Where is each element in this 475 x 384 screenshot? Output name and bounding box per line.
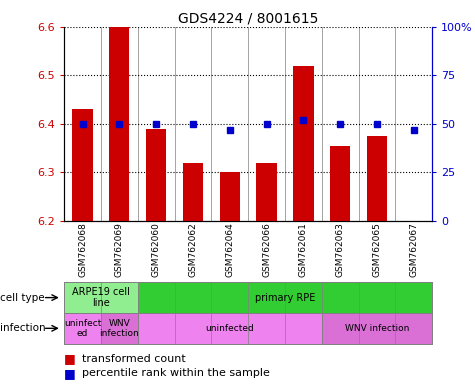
Text: uninfected: uninfected [205, 324, 254, 333]
Text: percentile rank within the sample: percentile rank within the sample [82, 368, 270, 378]
Title: GDS4224 / 8001615: GDS4224 / 8001615 [178, 12, 318, 26]
Text: primary RPE: primary RPE [255, 293, 315, 303]
Text: uninfect
ed: uninfect ed [64, 319, 101, 338]
Text: ■: ■ [64, 367, 76, 380]
Bar [256, 163, 277, 221]
Text: ARPE19 cell
line: ARPE19 cell line [72, 287, 130, 308]
Text: ■: ■ [64, 353, 76, 366]
Text: WNV
infection: WNV infection [99, 319, 139, 338]
Bar [330, 146, 351, 221]
Bar [109, 27, 130, 221]
Bar [72, 109, 93, 221]
Bar [183, 163, 203, 221]
Bar [146, 129, 166, 221]
Text: WNV infection: WNV infection [345, 324, 409, 333]
Text: cell type: cell type [0, 293, 45, 303]
Bar [367, 136, 387, 221]
Bar [293, 66, 314, 221]
Text: transformed count: transformed count [82, 354, 186, 364]
Text: infection: infection [0, 323, 46, 333]
Bar [219, 172, 240, 221]
